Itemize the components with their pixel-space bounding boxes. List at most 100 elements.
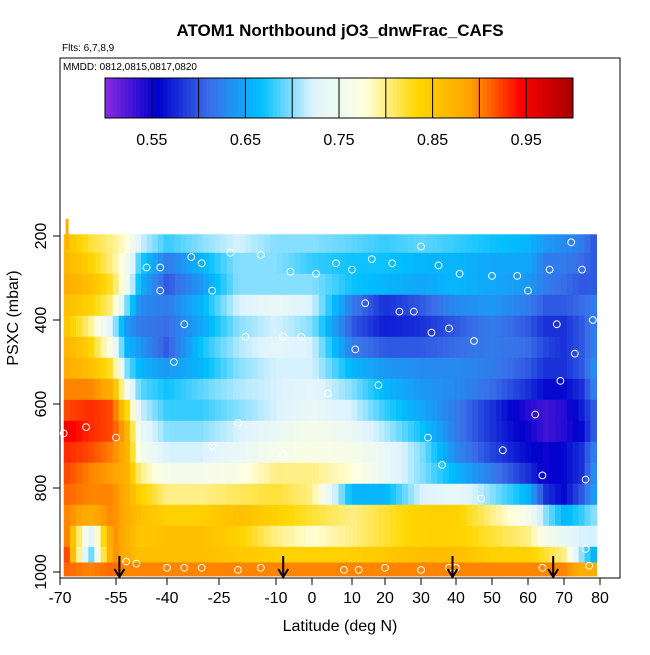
x-tick-label: 40 (447, 590, 465, 607)
heatmap-cell (531, 294, 538, 317)
heatmap-cell (549, 273, 556, 296)
heatmap-cell (325, 420, 333, 443)
heatmap-cell (413, 420, 421, 443)
heatmap-cell (163, 399, 170, 422)
heatmap-cell (276, 357, 284, 380)
heatmap-cell (180, 525, 187, 548)
heatmap-cell (157, 294, 165, 317)
heatmap-cell (245, 378, 253, 401)
heatmap-cell (578, 546, 586, 563)
heatmap-cell (245, 420, 253, 443)
heatmap-cell (578, 441, 586, 464)
heatmap-cell (402, 525, 409, 548)
heatmap-cell (483, 273, 491, 296)
heatmap-cell (276, 562, 284, 577)
sample-point (180, 320, 189, 329)
heatmap-cell (88, 336, 95, 359)
heatmap-cell (88, 315, 95, 338)
heatmap-cell (425, 504, 432, 527)
heatmap-cell (332, 294, 340, 317)
heatmap-cell (513, 525, 520, 548)
heatmap-cell (306, 504, 313, 527)
heatmap-cell (191, 562, 199, 577)
heatmap-cell (390, 234, 397, 254)
heatmap-cell (437, 252, 444, 275)
heatmap-cell (384, 546, 391, 563)
heatmap-cell (174, 336, 182, 359)
heatmap-cell (442, 420, 450, 443)
heatmap-cell (214, 562, 222, 577)
heatmap-cell (590, 399, 597, 422)
heatmap-cell (584, 252, 592, 275)
heatmap-cell (425, 462, 432, 485)
heatmap-cell (537, 294, 544, 317)
x-tick-label: 10 (343, 590, 361, 607)
heatmap-cell (135, 562, 142, 577)
heatmap-cell (169, 357, 176, 380)
heatmap-cell (357, 378, 364, 401)
heatmap-cell (478, 357, 485, 380)
heatmap-cell (419, 378, 427, 401)
heatmap-cell (572, 420, 580, 443)
heatmap-cell (384, 315, 391, 338)
heatmap-cell (478, 525, 485, 548)
heatmap-cell (288, 420, 296, 443)
heatmap-cell (63, 378, 71, 401)
heatmap-cell (338, 483, 346, 506)
heatmap-cell (191, 234, 199, 254)
colorbar-segment (288, 78, 293, 118)
heatmap-cell (245, 399, 253, 422)
heatmap-cell (519, 525, 526, 548)
heatmap-cell (169, 294, 176, 317)
heatmap-cell (69, 336, 77, 359)
x-tick-label: -40 (155, 590, 178, 607)
heatmap-cell (419, 420, 427, 443)
heatmap-cell (135, 315, 142, 338)
sample-point (438, 461, 446, 469)
heatmap-cell (413, 273, 421, 296)
colorbar-segment (237, 78, 242, 118)
heatmap-cell (129, 273, 137, 296)
heatmap-cell (220, 357, 228, 380)
heatmap-cell (245, 546, 253, 563)
heatmap-cell (239, 294, 247, 317)
heatmap-cell (163, 378, 170, 401)
heatmap-cell (276, 483, 284, 506)
heatmap-cell (519, 273, 526, 296)
heatmap-cell (408, 234, 415, 254)
heatmap-cell (100, 504, 108, 527)
heatmap-cell (472, 294, 479, 317)
heatmap-cell (590, 441, 597, 464)
heatmap-cell (112, 525, 120, 548)
heatmap-cell (472, 336, 479, 359)
heatmap-cell (157, 399, 165, 422)
heatmap-cell (169, 420, 176, 443)
heatmap-cell (590, 525, 597, 548)
heatmap-cell (578, 525, 586, 548)
heatmap-cell (318, 315, 326, 338)
heatmap-cell (251, 336, 259, 359)
heatmap-cell (209, 462, 216, 485)
heatmap-cell (282, 294, 290, 317)
heatmap-cell (357, 546, 364, 563)
heatmap-cell (300, 273, 307, 296)
heatmap-cell (419, 504, 427, 527)
heatmap-cell (294, 315, 301, 338)
heatmap-cell (214, 462, 222, 485)
heatmap-cell (124, 357, 131, 380)
heatmap-cell (203, 525, 210, 548)
heatmap-cell (180, 252, 187, 275)
heatmap-cell (306, 234, 313, 254)
heatmap-cell (312, 273, 320, 296)
heatmap-cell (566, 420, 574, 443)
heatmap-cell (270, 336, 278, 359)
heatmap-cell (186, 399, 193, 422)
heatmap-cell (507, 378, 515, 401)
heatmap-cell (264, 546, 272, 563)
sample-point (538, 471, 547, 480)
heatmap-cell (431, 252, 438, 275)
heatmap-cell (362, 336, 369, 359)
colorbar-segment (518, 78, 523, 118)
colorbar-segment (120, 78, 125, 118)
heatmap-cell (129, 294, 137, 317)
